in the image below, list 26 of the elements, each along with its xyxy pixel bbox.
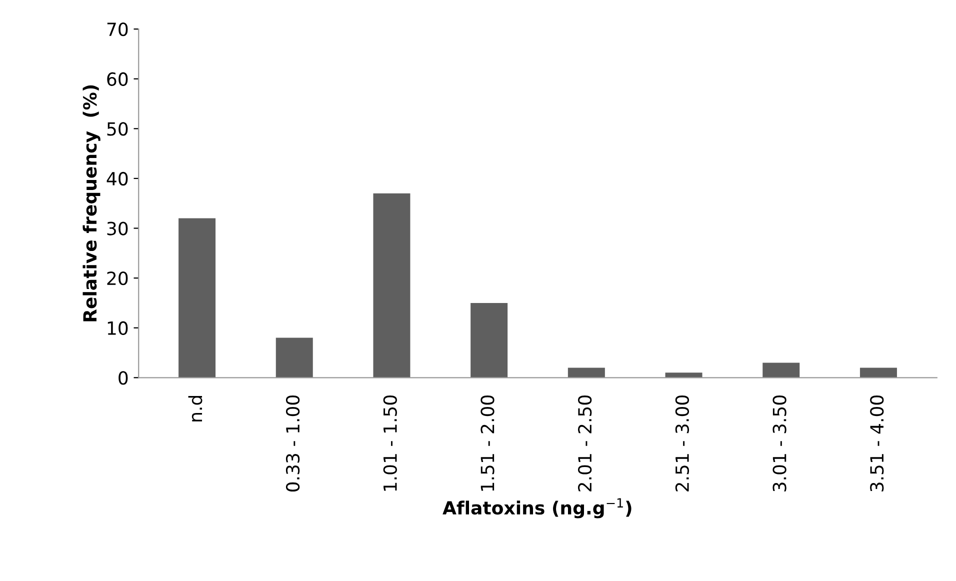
x-tick-label: 3.51 - 4.00 bbox=[870, 396, 884, 492]
bar bbox=[373, 193, 410, 378]
bar bbox=[276, 338, 313, 378]
y-tick-label: 40 bbox=[106, 172, 128, 186]
y-axis-title: Relative frequency (%) bbox=[82, 85, 100, 322]
bar bbox=[568, 368, 605, 378]
y-tick-label: 0 bbox=[118, 371, 128, 385]
bar bbox=[665, 372, 702, 378]
y-tick-label: 50 bbox=[107, 122, 128, 136]
y-tick-label: 70 bbox=[107, 22, 128, 36]
x-tick-label: 2.51 - 3.00 bbox=[675, 396, 690, 492]
bar bbox=[178, 218, 216, 378]
x-tick-label: 1.01 - 1.50 bbox=[383, 396, 397, 491]
y-tick-label: 10 bbox=[108, 321, 128, 335]
y-tick-label: 30 bbox=[107, 222, 128, 236]
x-axis-title: Aflatoxins (ng.g$^{−1}$) bbox=[442, 498, 632, 518]
x-tick-label: 3.01 - 3.50 bbox=[772, 396, 786, 492]
x-tick-label: n.d bbox=[188, 396, 202, 422]
y-tick-label: 20 bbox=[107, 272, 128, 286]
bar bbox=[470, 302, 508, 378]
x-tick-label: 1.51 - 2.00 bbox=[480, 396, 494, 491]
y-tick-label: 60 bbox=[107, 72, 128, 86]
bar bbox=[762, 362, 800, 378]
bar bbox=[860, 368, 897, 378]
x-tick-label: 0.33 - 1.00 bbox=[286, 396, 300, 492]
x-tick-label: 2.01 - 2.50 bbox=[578, 396, 592, 492]
